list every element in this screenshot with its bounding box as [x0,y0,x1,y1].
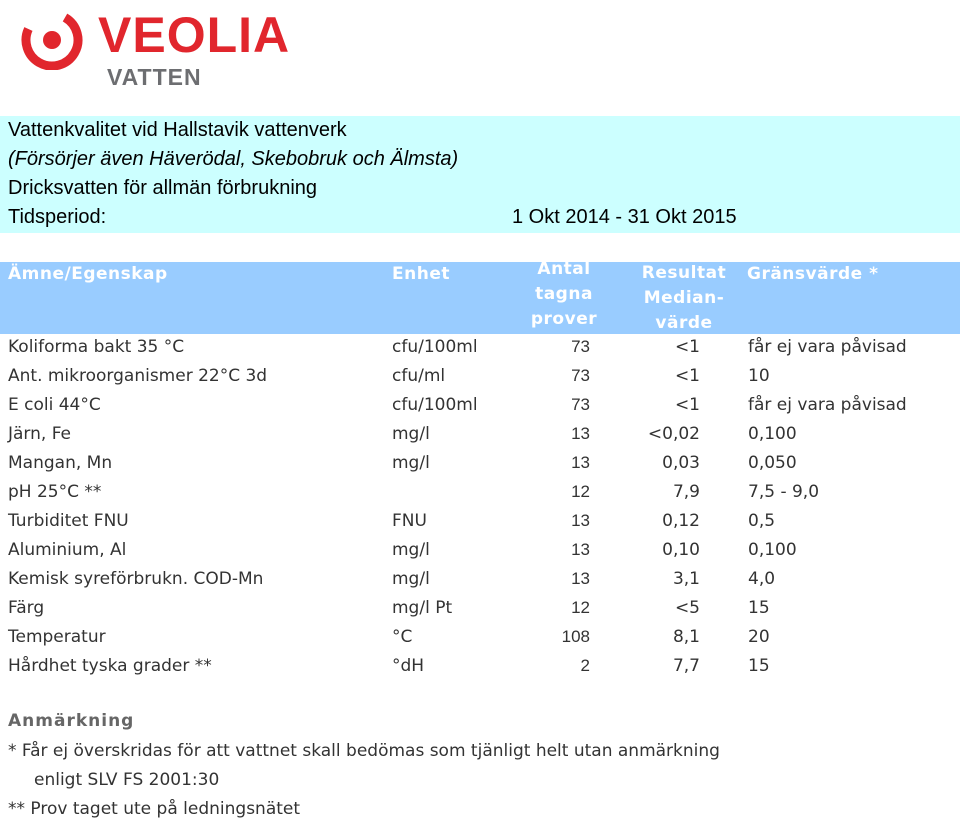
cell-limit: 7,5 - 9,0 [748,482,820,502]
cell-sample-count: 73 [571,366,590,385]
table-row: E coli 44°C cfu/100ml 73 <1 får ej vara påvi… [0,392,960,421]
header-result-line2: Median- [643,288,725,308]
cell-subject: Mangan, Mn [8,453,113,473]
cell-unit: cfu/ml [392,366,446,386]
header-result: Resultat Median- värde [636,261,732,336]
cell-unit: mg/l [392,569,430,589]
cell-result: <0,02 [647,424,700,444]
table-row: pH 25°C ** 12 7,9 7,5 - 9,0 [0,479,960,508]
header-sample-count: Antal tagna prover [524,257,604,332]
cell-sample-count: 13 [571,569,590,588]
cell-subject: Turbiditet FNU [8,511,129,531]
note-limit: * Får ej överskridas för att vattnet ska… [8,741,720,761]
cell-subject: Kemisk syreförbrukn. COD-Mn [8,569,264,589]
table-row: Järn, Fe mg/l 13 <0,02 0,100 [0,421,960,450]
cell-subject: Färg [8,598,45,618]
cell-subject: Koliforma bakt 35 °C [8,337,185,357]
cell-subject: Aluminium, Al [8,540,127,560]
cell-sample-count: 73 [571,337,590,356]
header-limit: Gränsvärde * [747,264,879,284]
cell-unit: °C [392,627,413,647]
cell-result: 0,12 [662,511,700,531]
cell-subject: Temperatur [8,627,106,647]
cell-subject: pH 25°C ** [8,482,102,502]
cell-result: <1 [674,337,700,357]
cell-limit: 20 [748,627,770,647]
cell-sample-count: 73 [571,395,590,414]
cell-result: <1 [674,366,700,386]
veolia-swirl-icon [21,9,83,70]
cell-sample-count: 13 [571,511,590,530]
cell-unit: cfu/100ml [392,337,478,357]
note-sampling: ** Prov taget ute på ledningsnätet [8,799,301,819]
header-unit: Enhet [392,264,450,284]
cell-limit: 4,0 [748,569,776,589]
table-header: Ämne/Egenskap Enhet Antal tagna prover R… [0,259,960,336]
cell-subject: Järn, Fe [8,424,72,444]
table-row: Koliforma bakt 35 °C cfu/100ml 73 <1 får ej … [0,334,960,363]
period-label: Tidsperiod: [8,206,107,228]
header-result-line3: värde [655,313,713,333]
water-purpose: Dricksvatten för allmän förbrukning [8,177,318,199]
cell-result: 3,1 [672,569,700,589]
cell-sample-count: 13 [571,424,590,443]
table-row: Aluminium, Al mg/l 13 0,10 0,100 [0,537,960,566]
cell-limit: 0,5 [748,511,776,531]
cell-result: 0,03 [662,453,700,473]
notes-title: Anmärkning [8,711,135,731]
cell-sample-count: 12 [571,598,590,617]
table-row: Ant. mikroorganismer 22°C 3d cfu/ml 73 <1 10 [0,363,960,392]
cell-sample-count: 12 [571,482,590,501]
header-sample-count-line3: prover [530,309,598,329]
cell-unit: mg/l [392,453,430,473]
table-row: Färg mg/l Pt 12 <5 15 [0,595,960,624]
cell-unit: mg/l Pt [392,598,453,618]
header-sample-count-line2: tagna [535,284,593,304]
cell-subject: Ant. mikroorganismer 22°C 3d [8,366,268,386]
note-regulation: enligt SLV FS 2001:30 [34,770,220,790]
cell-limit: 15 [748,598,770,618]
cell-limit: 15 [748,656,770,676]
cell-sample-count: 13 [571,540,590,559]
cell-limit: 0,100 [748,424,797,444]
cell-subject: E coli 44°C [8,395,101,415]
cell-unit: °dH [392,656,425,676]
table-row: Hårdhet tyska grader ** °dH 2 7,7 15 [0,653,960,682]
cell-result: <1 [674,395,700,415]
cell-subject: Hårdhet tyska grader ** [8,656,212,676]
cell-limit: 0,100 [748,540,797,560]
cell-sample-count: 2 [580,656,590,675]
header-subject: Ämne/Egenskap [8,264,168,284]
cell-result: 8,1 [672,627,700,647]
cell-limit: får ej vara påvisad [748,337,907,357]
logo-wordmark: VEOLIA [98,7,291,63]
info-box: Vattenkvalitet vid Hallstavik vattenverk… [0,116,960,233]
cell-result: 7,9 [672,482,700,502]
table-row: Temperatur °C 108 8,1 20 [0,624,960,653]
cell-result: <5 [674,598,700,618]
cell-limit: får ej vara påvisad [748,395,907,415]
table-row: Kemisk syreförbrukn. COD-Mn mg/l 13 3,1 4,0 [0,566,960,595]
plant-title: Vattenkvalitet vid Hallstavik vattenverk [8,119,347,141]
cell-limit: 10 [748,366,770,386]
table-row: Turbiditet FNU FNU 13 0,12 0,5 [0,508,960,537]
supply-area: (Försörjer även Häverödal, Skebobruk och… [8,148,459,170]
header-sample-count-line1: Antal [537,259,591,279]
cell-unit: mg/l [392,540,430,560]
cell-unit: FNU [392,511,427,531]
cell-result: 7,7 [672,656,700,676]
period-value: 1 Okt 2014 - 31 Okt 2015 [512,206,737,228]
cell-limit: 0,050 [748,453,797,473]
cell-result: 0,10 [662,540,700,560]
cell-unit: cfu/100ml [392,395,478,415]
table-row: Mangan, Mn mg/l 13 0,03 0,050 [0,450,960,479]
cell-unit: mg/l [392,424,430,444]
logo-subtitle: VATTEN [107,64,202,90]
cell-sample-count: 108 [561,627,590,646]
veolia-logo: VEOLIA VATTEN [20,7,320,92]
cell-sample-count: 13 [571,453,590,472]
header-result-line1: Resultat [641,263,727,283]
